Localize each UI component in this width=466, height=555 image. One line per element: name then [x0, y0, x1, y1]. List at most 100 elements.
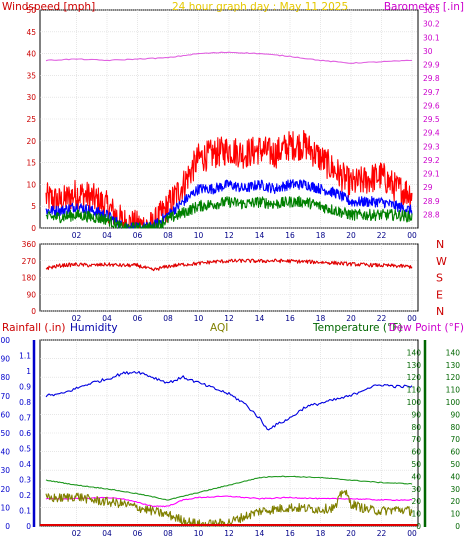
temperature-y-tick-label-inner: 120 — [407, 373, 422, 382]
barometer-y-tick-label: 29.4 — [423, 129, 440, 138]
direction-x-tick-label: 18 — [316, 314, 326, 323]
rain-y-tick-label: 0.3 — [19, 476, 31, 485]
temperature-y-tick-label-inner: 30 — [411, 485, 421, 494]
barometer-y-tick-label: 30.2 — [423, 20, 440, 29]
barometer-y-tick-label: 28.8 — [423, 210, 440, 219]
rainfall-label: Rainfall (.in) — [2, 322, 65, 334]
lower-x-tick-label: 12 — [224, 529, 234, 538]
compass-label: N — [436, 305, 444, 318]
direction-x-tick-label: 08 — [163, 314, 173, 323]
rain-y-tick-label: 0 — [26, 522, 31, 531]
direction-x-tick-label: 14 — [255, 314, 265, 323]
barometer-y-tick-label: 30.3 — [423, 6, 440, 15]
wind-y-tick-label: 5 — [31, 202, 36, 211]
series-layer — [40, 51, 418, 527]
temperature-y-tick-label-outer: 130 — [446, 361, 461, 370]
direction-x-tick-label: 02 — [72, 314, 82, 323]
wind-x-tick-label: 08 — [163, 231, 173, 240]
wind-y-tick-label: 0 — [31, 224, 36, 233]
lower-x-tick-label: 02 — [72, 529, 82, 538]
lower-x-tick-label: 10 — [194, 529, 204, 538]
wind-y-tick-label: 35 — [26, 71, 36, 80]
rain-y-tick-label: 0.5 — [19, 445, 31, 454]
barometer-y-tick-label: 30 — [423, 47, 433, 56]
wind-x-tick-label: 14 — [255, 231, 265, 240]
temperature-y-tick-label-outer: 10 — [450, 510, 460, 519]
wind-y-tick-label: 15 — [26, 159, 36, 168]
axis-layer: 0 5 10 15 20 25 30 35 40 45 50 28.8 28.9 29 29.1 29.2 29… — [0, 6, 460, 538]
temperature-label: Temperature (°F) — [312, 322, 402, 334]
barometer-y-tick-label: 29.9 — [423, 61, 440, 70]
wind-x-tick-label: 18 — [316, 231, 326, 240]
lower-x-tick-label: 20 — [346, 529, 356, 538]
temperature-y-tick-label-inner: 90 — [411, 410, 421, 419]
humidity-y-tick-label: 0 — [5, 522, 10, 531]
wind-x-tick-label: 02 — [72, 231, 82, 240]
wind-y-tick-label: 30 — [26, 93, 36, 102]
compass-label: S — [436, 272, 443, 285]
aqi-label: AQI — [210, 322, 228, 334]
temperature-y-tick-label-inner: 10 — [411, 510, 421, 519]
barometer-y-tick-label: 29.1 — [423, 170, 440, 179]
wind-y-tick-label: 45 — [26, 28, 36, 37]
wind-y-tick-label: 50 — [26, 6, 36, 15]
lower-x-tick-label: 14 — [255, 529, 265, 538]
rain-y-tick-label: 0.4 — [19, 460, 31, 469]
barometer-y-tick-label: 28.9 — [423, 197, 440, 206]
windspeed-label: Windspeed [mph] — [2, 1, 95, 13]
direction-x-tick-label: 00 — [407, 314, 417, 323]
wind-x-tick-label: 00 — [407, 231, 417, 240]
series-line-direction — [45, 258, 413, 272]
lower-x-tick-label: 16 — [285, 529, 295, 538]
rain-y-tick-label: 0.8 — [19, 398, 31, 407]
wind-x-tick-label: 04 — [102, 231, 112, 240]
temperature-y-tick-label-inner: 40 — [411, 472, 421, 481]
lower-x-tick-label: 00 — [407, 529, 417, 538]
direction-y-tick-label: 0 — [31, 307, 36, 316]
temperature-y-tick-label-outer: 20 — [450, 497, 460, 506]
barometer-y-tick-label: 29.7 — [423, 88, 440, 97]
humidity-y-tick-label: 50 — [0, 429, 10, 438]
rain-y-tick-label: 1.1 — [19, 352, 31, 361]
temperature-y-tick-label-outer: 30 — [450, 485, 460, 494]
humidity-y-tick-label: 60 — [0, 410, 10, 419]
temperature-y-tick-label-outer: 0 — [455, 522, 460, 531]
wind-x-tick-label: 06 — [133, 231, 143, 240]
temperature-y-tick-label-inner: 60 — [411, 448, 421, 457]
wind-x-tick-label: 12 — [224, 231, 234, 240]
temperature-y-tick-label-inner: 0 — [416, 522, 421, 531]
direction-y-tick-label: 180 — [22, 274, 37, 283]
humidity-y-tick-label: 30 — [0, 466, 10, 475]
series-line-avg — [45, 179, 413, 229]
temperature-y-tick-label-outer: 100 — [446, 398, 461, 407]
direction-x-tick-label: 16 — [285, 314, 295, 323]
barometer-y-tick-label: 29.2 — [423, 156, 440, 165]
humidity-y-tick-label: 100 — [0, 336, 10, 345]
rain-y-tick-label: 0.1 — [19, 507, 31, 516]
humidity-label: Humidity — [70, 322, 118, 334]
temperature-y-tick-label-outer: 60 — [450, 448, 460, 457]
barometer-y-tick-label: 29.6 — [423, 101, 440, 110]
lower-x-tick-label: 22 — [377, 529, 387, 538]
barometer-y-tick-label: 29.3 — [423, 142, 440, 151]
temperature-y-tick-label-inner: 100 — [407, 398, 422, 407]
compass-label: E — [436, 288, 443, 301]
barometer-y-tick-label: 29 — [423, 183, 433, 192]
direction-x-tick-label: 10 — [194, 314, 204, 323]
chart-title: 24 hour graph day : May 11 2025 — [172, 1, 348, 13]
series-line-min — [45, 195, 413, 229]
wind-y-tick-label: 25 — [26, 115, 36, 124]
barometer-y-tick-label: 29.5 — [423, 115, 440, 124]
humidity-y-tick-label: 70 — [0, 392, 10, 401]
lower-x-tick-label: 04 — [102, 529, 112, 538]
compass-label: N — [436, 238, 444, 251]
lower-x-tick-label: 18 — [316, 529, 326, 538]
series-line-humidity — [45, 370, 413, 431]
temperature-y-tick-label-inner: 20 — [411, 497, 421, 506]
temperature-y-tick-label-inner: 70 — [411, 435, 421, 444]
temperature-y-tick-label-outer: 50 — [450, 460, 460, 469]
temperature-y-tick-label-inner: 130 — [407, 361, 422, 370]
rain-y-tick-label: 0.6 — [19, 429, 31, 438]
series-line-barometer — [45, 51, 413, 64]
temperature-y-tick-label-outer: 90 — [450, 410, 460, 419]
